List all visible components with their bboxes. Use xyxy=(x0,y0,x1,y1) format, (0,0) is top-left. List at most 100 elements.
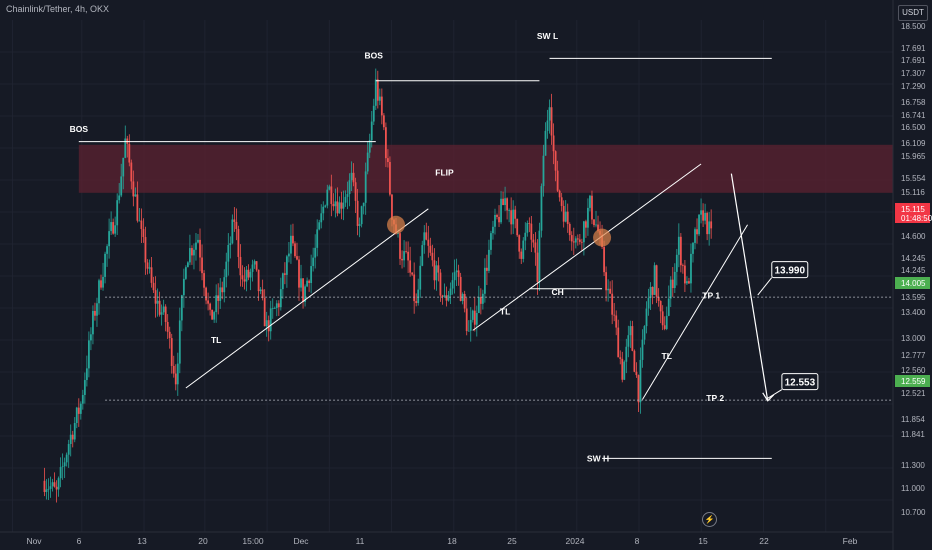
candle-body xyxy=(510,210,513,225)
candle-body xyxy=(486,267,488,271)
candle-body xyxy=(225,261,228,278)
candle-body xyxy=(170,338,173,366)
candle-body xyxy=(423,232,426,246)
candle-body xyxy=(457,270,460,277)
candle-body xyxy=(241,275,244,280)
candle-body xyxy=(193,249,195,256)
candle-body xyxy=(453,272,456,281)
candle-body xyxy=(702,210,704,221)
candle-body xyxy=(114,225,117,234)
candle-body xyxy=(55,486,58,490)
candle-body xyxy=(65,454,68,463)
candle-body xyxy=(217,295,220,301)
candle-body xyxy=(649,286,652,298)
candle-body xyxy=(302,278,304,302)
candle-body xyxy=(356,200,359,226)
symbol-title[interactable]: Chainlink/Tether, 4h, OKX xyxy=(6,4,110,14)
price-tick-label: 15.965 xyxy=(901,152,926,161)
candle-body xyxy=(184,267,187,279)
candle-body xyxy=(326,189,329,206)
annotation-line xyxy=(642,224,748,400)
candle-body xyxy=(176,363,179,385)
candle-body xyxy=(61,466,64,468)
candle-body xyxy=(332,203,335,207)
candle-body xyxy=(49,486,52,489)
candle-body xyxy=(558,190,561,198)
candle-body xyxy=(219,287,222,301)
candle-body xyxy=(407,251,410,261)
candle-body xyxy=(473,310,476,325)
candle-body xyxy=(387,158,389,163)
candle-body xyxy=(506,198,509,211)
candle-body xyxy=(211,309,214,320)
candle-body xyxy=(292,235,294,244)
candle-body xyxy=(572,241,575,243)
candle-body xyxy=(342,202,345,209)
candle-body xyxy=(700,210,702,215)
candle-body xyxy=(615,315,618,328)
candle-body xyxy=(229,243,232,245)
candle-body xyxy=(79,403,82,414)
candle-body xyxy=(413,274,416,302)
candle-body xyxy=(429,245,432,253)
annotation-label: TP 1 xyxy=(702,290,720,300)
candle-body xyxy=(621,358,624,380)
time-tick-label: 18 xyxy=(447,536,457,546)
candle-body xyxy=(399,233,401,259)
candle-body xyxy=(471,310,474,320)
candle-body xyxy=(524,232,527,241)
candle-body xyxy=(298,259,300,288)
annotation-line xyxy=(472,163,702,331)
target-label: 13.990 xyxy=(774,266,805,277)
annotation-label: FLIP xyxy=(435,168,454,178)
candle-body xyxy=(635,371,638,376)
lightning-icon[interactable]: ⚡ xyxy=(702,512,717,527)
candle-body xyxy=(704,212,707,221)
candle-body xyxy=(692,242,694,254)
candle-body xyxy=(384,127,387,159)
candle-body xyxy=(140,220,143,230)
candle-body xyxy=(688,281,690,284)
candle-body xyxy=(568,223,571,236)
callout-box xyxy=(771,261,809,279)
candle-body xyxy=(364,171,367,203)
annotation-label: TL xyxy=(500,306,510,316)
candle-body xyxy=(595,224,597,226)
price-tick-label: 17.691 xyxy=(901,44,926,53)
candle-body xyxy=(433,260,436,281)
candle-body xyxy=(344,196,347,203)
candle-body xyxy=(623,361,626,380)
candle-body xyxy=(659,300,662,312)
candle-body xyxy=(207,300,209,304)
time-tick-label: Dec xyxy=(293,536,309,546)
candle-body xyxy=(130,162,133,182)
currency-button[interactable]: USDT xyxy=(898,5,928,21)
candle-body xyxy=(372,105,375,122)
annotation-line xyxy=(185,208,429,389)
candle-body xyxy=(617,327,620,358)
candle-body xyxy=(435,265,438,281)
candle-body xyxy=(53,482,56,487)
candle-body xyxy=(227,244,230,262)
candle-body xyxy=(609,288,612,294)
candle-body xyxy=(197,239,199,243)
candle-body xyxy=(186,262,189,268)
candle-body xyxy=(512,209,515,225)
callout-pointer xyxy=(757,277,773,296)
candle-body xyxy=(100,280,102,288)
price-tick-label: 16.758 xyxy=(901,98,926,107)
candle-body xyxy=(710,221,713,229)
candle-body xyxy=(389,162,391,195)
candle-body xyxy=(144,237,147,263)
candle-body xyxy=(431,252,434,261)
candle-body xyxy=(403,251,405,261)
candle-body xyxy=(285,256,288,275)
candle-body xyxy=(637,375,640,403)
annotation-label: SW L xyxy=(537,31,558,41)
candle-body xyxy=(247,269,250,278)
candle-body xyxy=(322,206,325,214)
candle-body xyxy=(578,239,581,242)
candle-body xyxy=(104,253,106,277)
candle-body xyxy=(156,300,159,304)
